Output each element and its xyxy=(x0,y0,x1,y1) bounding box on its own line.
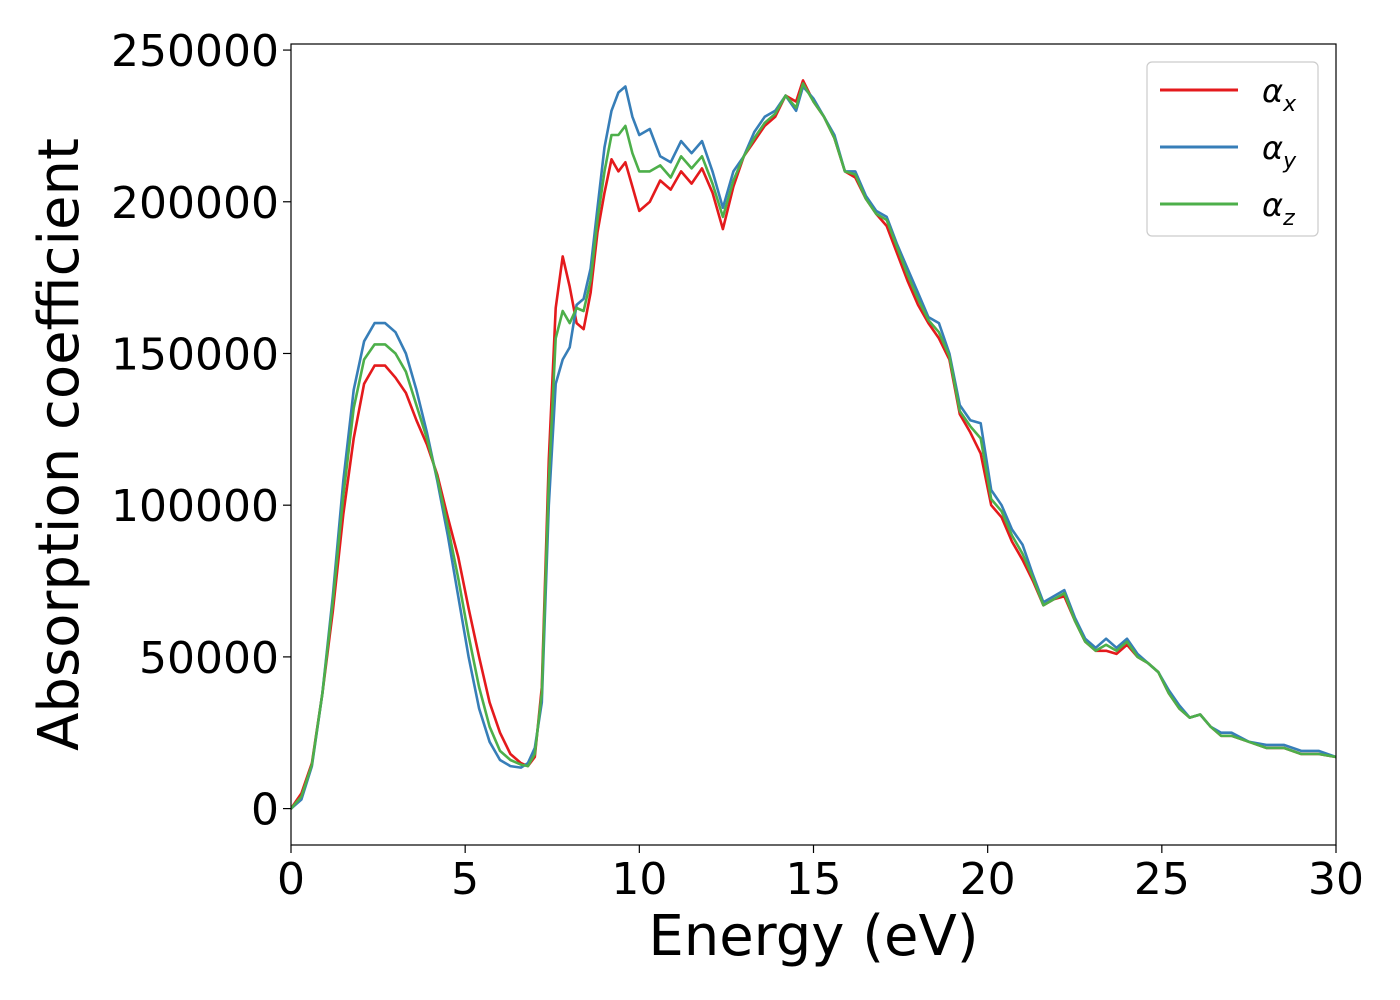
y-tick-label: 200000 xyxy=(111,178,279,229)
legend: αx αy αz xyxy=(1146,61,1319,237)
x-tick-label: 25 xyxy=(1134,854,1190,905)
series-layer xyxy=(291,79,1336,810)
y-tick-label: 150000 xyxy=(111,329,279,380)
y-tick-label: 0 xyxy=(251,785,279,836)
x-tick-label: 30 xyxy=(1308,854,1364,905)
series-line-x xyxy=(291,79,1336,810)
legend-label-z: αz xyxy=(1262,186,1295,231)
legend-label-x: αx xyxy=(1262,72,1297,117)
x-axis: 0 5 10 15 20 25 30 xyxy=(277,845,1364,905)
x-tick-label: 20 xyxy=(960,854,1016,905)
x-tick-label: 5 xyxy=(451,854,479,905)
x-tick-label: 10 xyxy=(611,854,667,905)
series-line-z xyxy=(291,82,1336,810)
legend-box xyxy=(1146,61,1319,237)
x-tick-label: 0 xyxy=(277,854,305,905)
legend-label-y: αy xyxy=(1262,129,1297,174)
x-axis-label: Energy (eV) xyxy=(648,904,978,969)
y-tick-label: 100000 xyxy=(111,481,279,532)
y-axis: 0 50000 100000 150000 200000 250000 xyxy=(111,26,291,836)
x-tick-label: 15 xyxy=(786,854,842,905)
y-tick-label: 250000 xyxy=(111,26,279,77)
series-line-y xyxy=(291,85,1336,810)
y-tick-label: 50000 xyxy=(139,633,279,684)
y-axis-label: Absorption coefficient xyxy=(27,138,92,751)
